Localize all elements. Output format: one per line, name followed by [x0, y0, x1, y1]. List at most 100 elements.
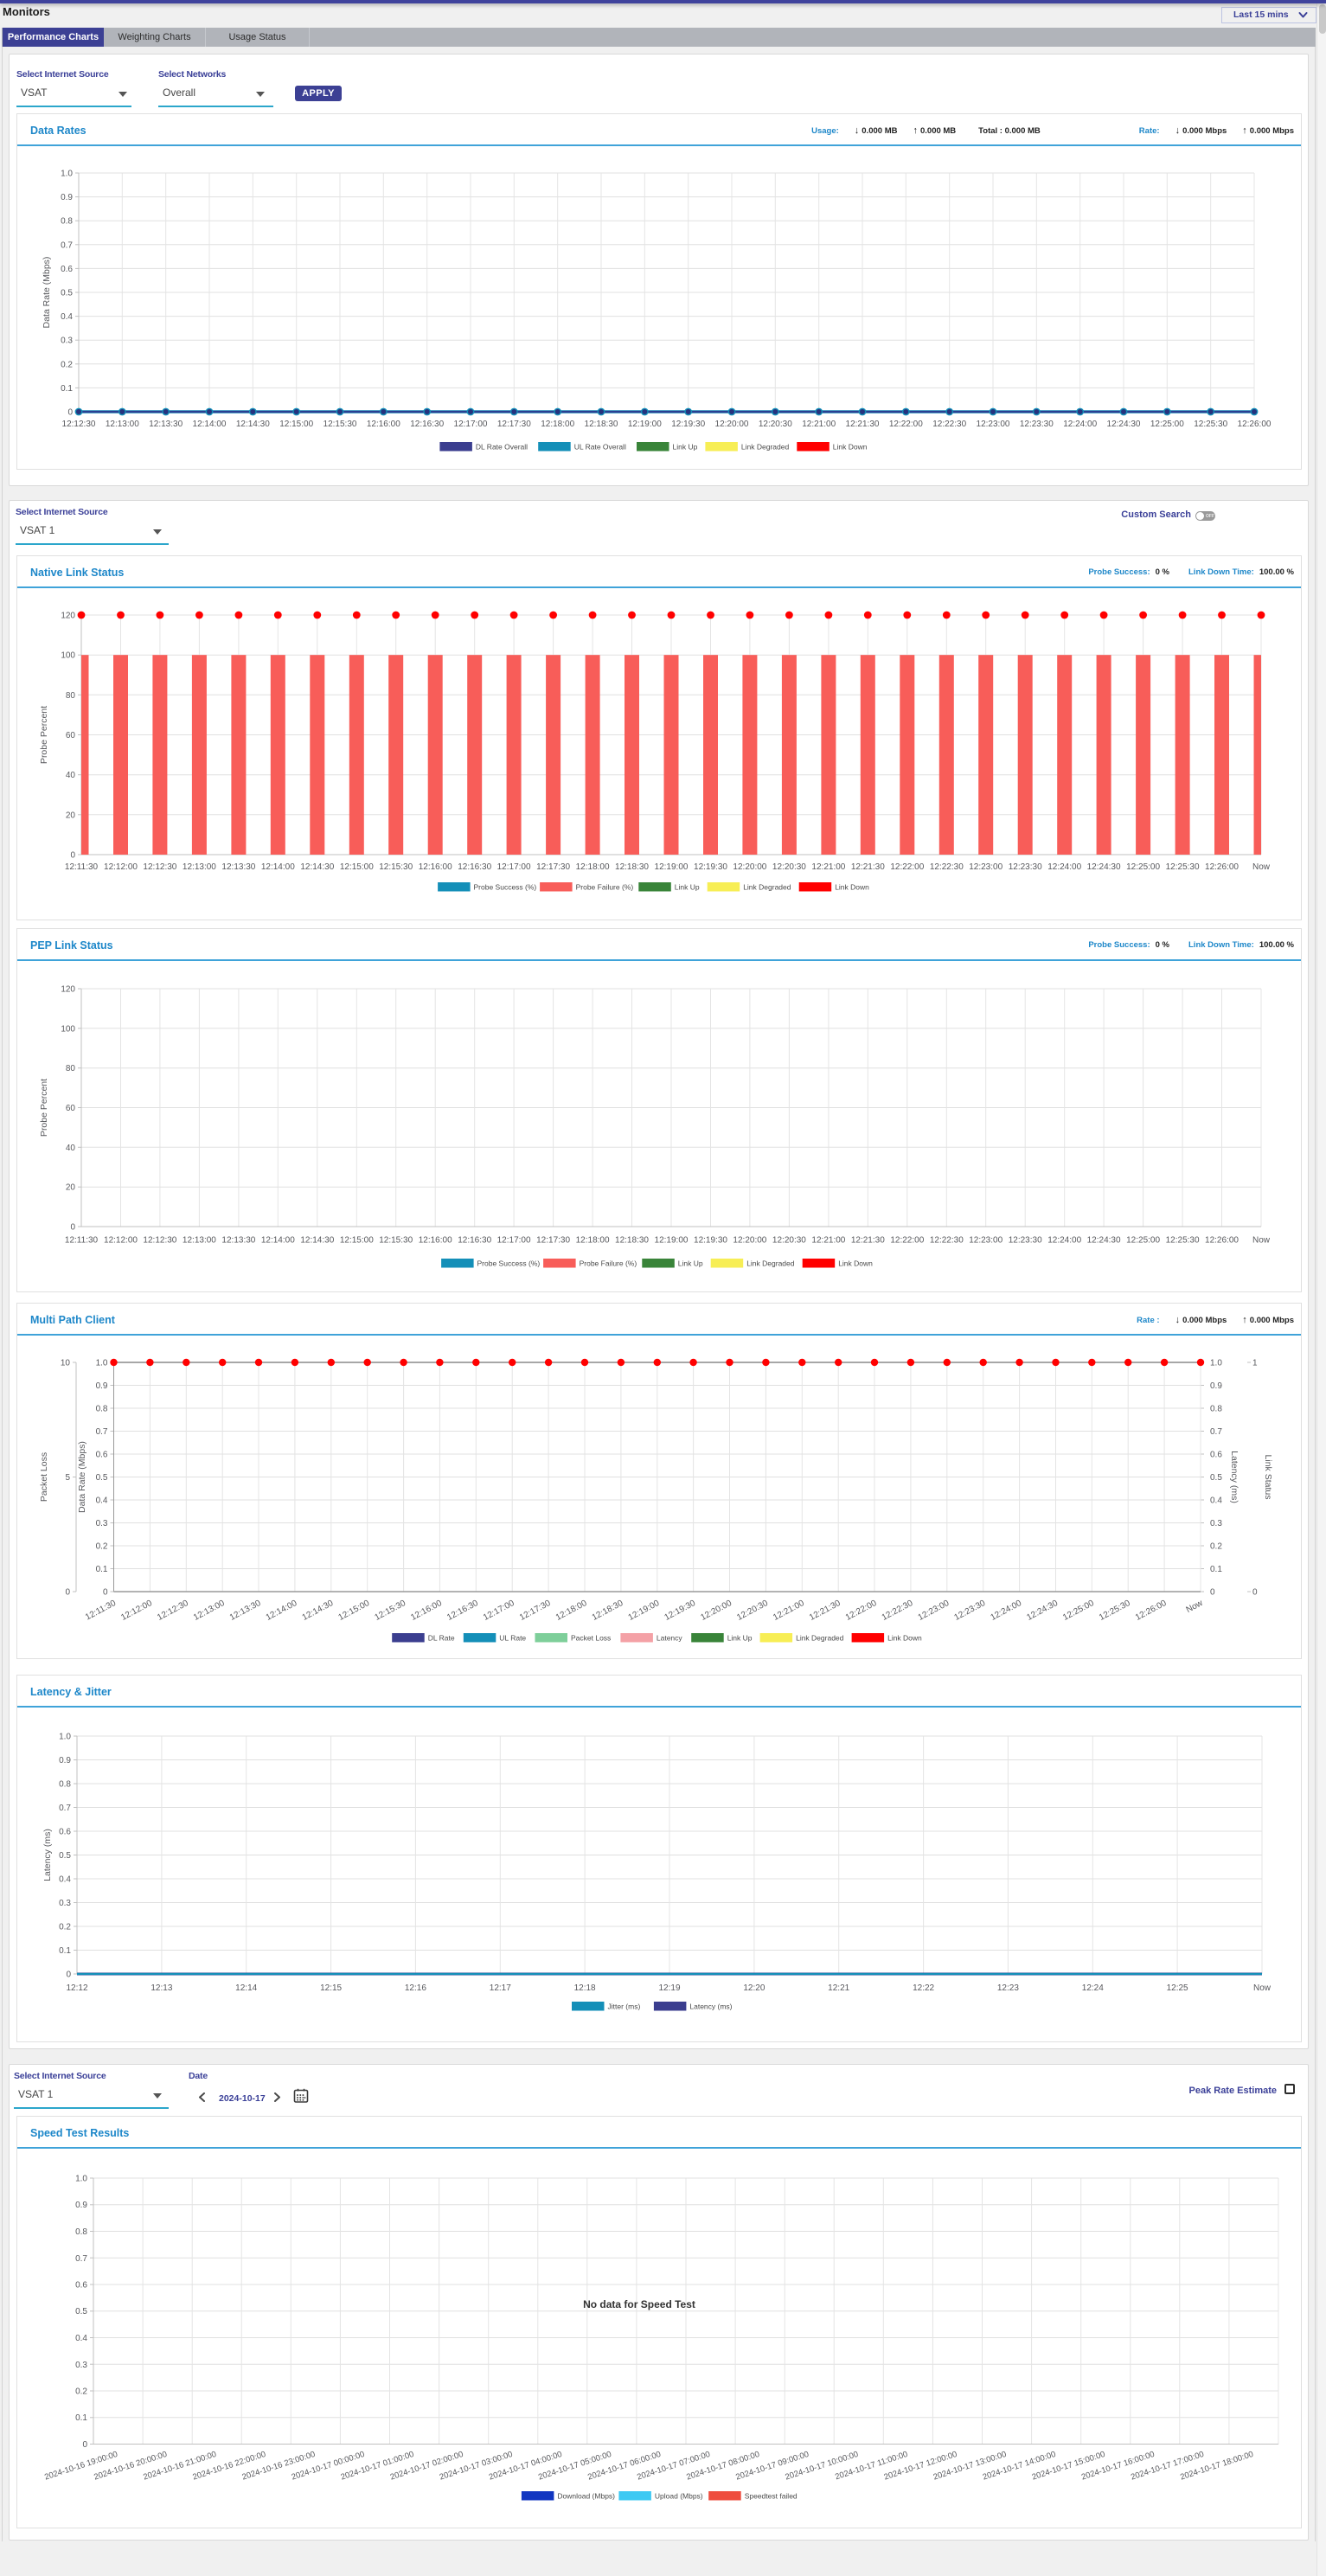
svg-text:10: 10	[61, 1359, 71, 1368]
svg-text:Probe Percent: Probe Percent	[39, 1079, 49, 1137]
svg-text:0.5: 0.5	[1210, 1473, 1222, 1483]
svg-text:Data Rate (Mbps): Data Rate (Mbps)	[42, 257, 52, 329]
svg-text:12:13:30: 12:13:30	[221, 862, 255, 872]
svg-text:0: 0	[70, 851, 75, 861]
svg-text:12:20:00: 12:20:00	[733, 1236, 766, 1246]
svg-text:12:15:00: 12:15:00	[340, 862, 374, 872]
svg-text:12:22:30: 12:22:30	[930, 862, 964, 872]
svg-text:UL Rate: UL Rate	[499, 1634, 526, 1643]
svg-text:12:14: 12:14	[235, 1983, 257, 1993]
svg-text:12:14:00: 12:14:00	[261, 1236, 295, 1246]
svg-text:12:23:30: 12:23:30	[1020, 420, 1054, 429]
svg-text:Probe Failure (%): Probe Failure (%)	[576, 883, 634, 892]
svg-text:12:11:30: 12:11:30	[84, 1599, 118, 1623]
svg-text:12:25:00: 12:25:00	[1061, 1599, 1096, 1623]
svg-text:0.1: 0.1	[1210, 1565, 1222, 1574]
svg-text:Now: Now	[1253, 1983, 1272, 1993]
svg-text:Probe Percent: Probe Percent	[39, 706, 49, 764]
svg-text:Jitter (ms): Jitter (ms)	[608, 2002, 641, 2011]
svg-text:12:12:00: 12:12:00	[104, 862, 138, 872]
svg-text:0.1: 0.1	[96, 1565, 108, 1574]
svg-text:0: 0	[82, 2440, 87, 2450]
svg-text:12:24:30: 12:24:30	[1087, 1236, 1121, 1246]
svg-text:1.0: 1.0	[96, 1359, 108, 1368]
svg-text:12:12: 12:12	[66, 1983, 87, 1993]
svg-text:12:17:30: 12:17:30	[518, 1599, 553, 1623]
svg-text:0.4: 0.4	[1210, 1496, 1222, 1506]
svg-text:0.4: 0.4	[61, 312, 73, 322]
svg-text:Packet Loss: Packet Loss	[39, 1452, 49, 1502]
svg-text:12:23:30: 12:23:30	[953, 1599, 988, 1623]
svg-text:12:19:00: 12:19:00	[628, 420, 662, 429]
svg-text:Probe Success (%): Probe Success (%)	[477, 1259, 541, 1268]
svg-text:12:24:30: 12:24:30	[1087, 862, 1121, 872]
svg-text:12:19:30: 12:19:30	[694, 862, 727, 872]
svg-text:Now: Now	[1185, 1599, 1206, 1615]
svg-text:12:13:00: 12:13:00	[106, 420, 139, 429]
svg-text:12:24:30: 12:24:30	[1107, 420, 1141, 429]
svg-text:Speedtest failed: Speedtest failed	[745, 2492, 798, 2501]
svg-text:1.0: 1.0	[61, 170, 73, 179]
svg-text:12:26:00: 12:26:00	[1205, 1236, 1239, 1246]
svg-text:12:23:00: 12:23:00	[969, 862, 1003, 872]
svg-text:12:21:30: 12:21:30	[808, 1599, 842, 1623]
svg-text:12:17:30: 12:17:30	[536, 1236, 570, 1246]
svg-text:0.2: 0.2	[61, 360, 73, 369]
svg-text:12:21:00: 12:21:00	[802, 420, 836, 429]
svg-text:0: 0	[1210, 1588, 1215, 1598]
svg-text:12:21:00: 12:21:00	[811, 1236, 845, 1246]
svg-text:12:11:30: 12:11:30	[65, 862, 99, 872]
svg-text:Upload (Mbps): Upload (Mbps)	[655, 2492, 703, 2501]
svg-text:Link Down: Link Down	[835, 883, 869, 892]
svg-text:12:18:00: 12:18:00	[576, 1236, 610, 1246]
svg-text:0.6: 0.6	[59, 1828, 71, 1837]
svg-text:0.7: 0.7	[75, 2254, 87, 2264]
svg-text:100: 100	[61, 1024, 75, 1034]
svg-text:12:22:00: 12:22:00	[844, 1599, 879, 1623]
svg-text:12:13: 12:13	[151, 1983, 172, 1993]
svg-text:Link Up: Link Up	[678, 1259, 703, 1268]
svg-text:12:14:30: 12:14:30	[236, 420, 270, 429]
svg-text:12:20:00: 12:20:00	[715, 420, 749, 429]
svg-text:UL Rate Overall: UL Rate Overall	[574, 443, 626, 452]
svg-text:Link Down: Link Down	[838, 1259, 873, 1268]
svg-text:12:18:30: 12:18:30	[585, 420, 618, 429]
svg-text:12:16:30: 12:16:30	[458, 1236, 491, 1246]
svg-text:0.9: 0.9	[1210, 1381, 1222, 1391]
svg-text:60: 60	[66, 1104, 76, 1113]
svg-text:12:20:00: 12:20:00	[699, 1599, 733, 1623]
svg-text:12:22:30: 12:22:30	[932, 420, 966, 429]
svg-text:12:23:00: 12:23:00	[917, 1599, 951, 1623]
svg-text:Download (Mbps): Download (Mbps)	[557, 2492, 615, 2501]
svg-text:0.2: 0.2	[59, 1923, 71, 1932]
svg-text:0.6: 0.6	[61, 265, 73, 274]
svg-text:1.0: 1.0	[59, 1733, 71, 1742]
svg-text:12:16:30: 12:16:30	[445, 1599, 480, 1623]
svg-text:12:25:30: 12:25:30	[1166, 1236, 1200, 1246]
svg-text:12:23:00: 12:23:00	[977, 420, 1010, 429]
svg-text:1.0: 1.0	[75, 2175, 87, 2184]
svg-text:12:11:30: 12:11:30	[65, 1236, 99, 1246]
svg-text:12:21:00: 12:21:00	[772, 1599, 806, 1623]
svg-text:0.2: 0.2	[75, 2387, 87, 2397]
svg-text:Link Degraded: Link Degraded	[796, 1634, 844, 1643]
svg-text:12:17:00: 12:17:00	[497, 862, 531, 872]
svg-text:Link Degraded: Link Degraded	[743, 883, 791, 892]
svg-text:0.8: 0.8	[61, 217, 73, 227]
svg-text:12:21:30: 12:21:30	[846, 420, 880, 429]
svg-text:5: 5	[65, 1473, 70, 1483]
svg-text:DL Rate: DL Rate	[428, 1634, 455, 1643]
svg-text:1: 1	[1252, 1359, 1258, 1368]
svg-text:0.7: 0.7	[61, 240, 73, 250]
svg-text:0.6: 0.6	[75, 2281, 87, 2291]
svg-text:1.0: 1.0	[1210, 1359, 1222, 1368]
svg-text:120: 120	[61, 985, 75, 995]
svg-text:12:13:00: 12:13:00	[183, 1236, 216, 1246]
svg-text:12:24:30: 12:24:30	[1025, 1599, 1060, 1623]
svg-text:12:20:00: 12:20:00	[733, 862, 766, 872]
svg-text:12:26:00: 12:26:00	[1134, 1599, 1169, 1623]
svg-text:12:20:30: 12:20:30	[772, 1236, 806, 1246]
svg-text:DL Rate Overall: DL Rate Overall	[476, 443, 528, 452]
svg-text:12:19: 12:19	[658, 1983, 680, 1993]
svg-text:0.3: 0.3	[96, 1519, 108, 1528]
